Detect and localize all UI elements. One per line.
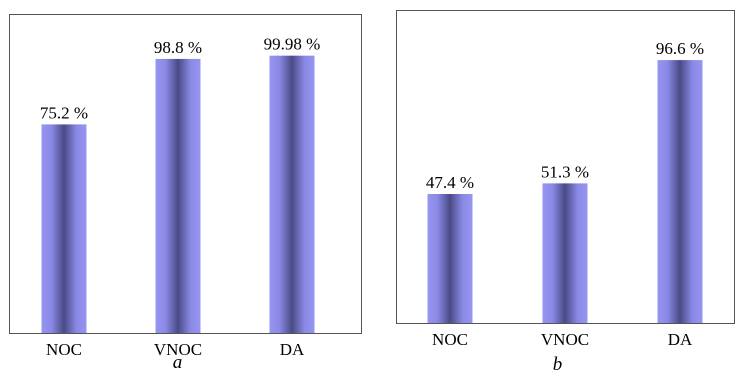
category-label-vnoc: VNOC [154,340,202,359]
category-label-noc: NOC [432,330,468,349]
bar-da [657,60,703,324]
category-label-vnoc: VNOC [541,330,589,349]
value-label-vnoc: 51.3 % [541,162,589,181]
value-label-noc: 47.4 % [426,173,474,192]
panel-caption: a [173,352,183,373]
value-label-da: 96.6 % [656,39,704,58]
panel-caption: b [553,354,563,375]
bar-noc [41,124,87,334]
bar-vnoc [155,58,201,334]
category-label-da: DA [668,330,693,349]
bar-da [269,55,315,333]
chart-panel-b: 47.4 % NOC 51.3 % VNOC 96.6 % DA b [396,10,735,375]
value-label-noc: 75.2 % [40,103,88,122]
value-label-vnoc: 98.8 % [154,38,202,57]
value-label-da: 99.98 % [264,35,321,54]
plot-frame [9,14,362,334]
bar-vnoc [542,183,588,323]
chart-panel-a: 75.2 % NOC 98.8 % VNOC 99.98 % DA a [9,14,362,373]
category-label-da: DA [280,340,305,359]
bar-noc [427,193,473,323]
category-label-noc: NOC [46,340,82,359]
